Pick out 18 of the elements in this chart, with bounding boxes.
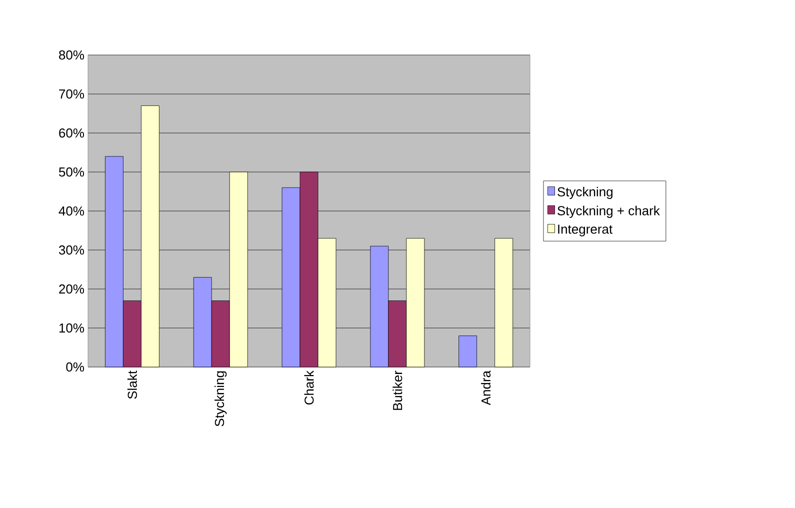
x-tick-label: Styckning xyxy=(214,371,227,426)
legend-label: Styckning + chark xyxy=(558,206,660,218)
x-tick-label: Andra xyxy=(481,370,491,406)
y-tick-label: 20% xyxy=(59,284,84,294)
y-tick-label: 40% xyxy=(58,206,84,216)
y-tick-label: 80% xyxy=(59,50,84,60)
y-tick-label: 30% xyxy=(58,245,84,255)
x-tick-label: Slakt xyxy=(127,370,137,399)
x-tick-label: Butiker xyxy=(392,370,402,410)
bar xyxy=(458,336,478,368)
y-tick-label: 70% xyxy=(59,89,84,99)
legend-label: Integrerat xyxy=(558,224,612,236)
legend-label: Styckning xyxy=(558,186,612,200)
y-tick-label: 10% xyxy=(59,323,84,333)
y-tick-label: 50% xyxy=(58,167,84,177)
y-tick-label: 60% xyxy=(59,128,84,138)
x-tick-label: Chark xyxy=(304,370,314,405)
y-tick-label: 0% xyxy=(66,362,84,372)
